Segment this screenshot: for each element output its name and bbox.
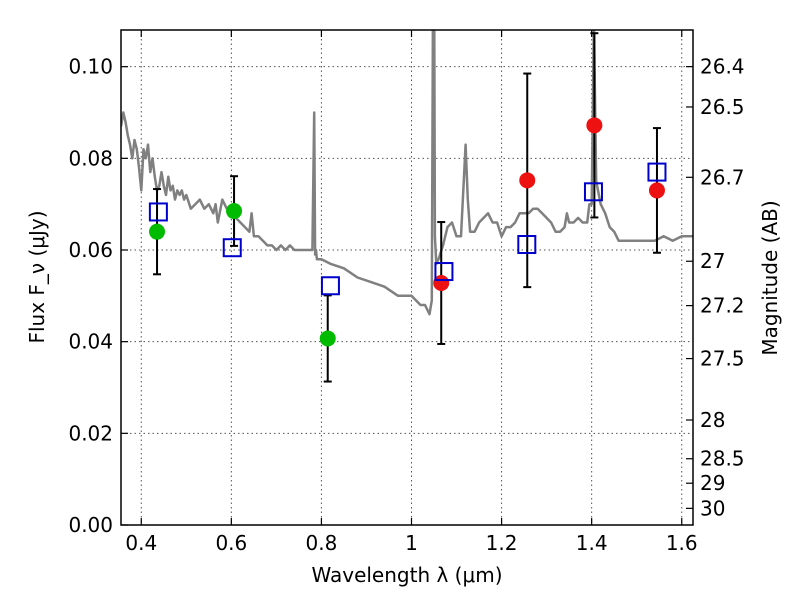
x-tick-label: 1.6 [666,531,698,555]
x-tick-label: 1 [405,531,418,555]
mag-tick-label: 26.4 [700,55,745,79]
mag-tick-label: 27.2 [700,294,745,318]
mag-tick-label: 28 [700,408,725,432]
observed-optical-points [149,203,336,347]
observed-nir-point [586,117,603,134]
mag-tick-label: 30 [700,496,725,520]
mag-tick-label: 26.5 [700,95,745,119]
y-tick-label: 0.06 [68,238,113,262]
mag-tick-label: 26.7 [700,165,745,189]
y-tick-label: 0.04 [68,330,113,354]
y2-axis-label: Magnitude (AB) [758,200,782,355]
x-tick-label: 0.6 [215,531,247,555]
observed-nir-point [519,172,536,189]
observed-nir-point [433,275,450,291]
model-spectrum-line [121,30,693,316]
grid-lines [121,30,693,526]
mag-tick-label: 29 [700,471,725,495]
x-tick-label: 1.2 [486,531,518,555]
model-photometry-square [320,276,340,296]
observed-optical-point [319,330,336,347]
model-photometry-square [517,235,537,254]
y-tick-label: 0.02 [68,421,113,445]
x-axis-label: Wavelength λ (μm) [311,563,502,587]
model-photometry-points [148,162,667,296]
mag-tick-label: 27.5 [700,347,745,371]
x-tick-label: 1.4 [576,531,608,555]
observed-nir-points [433,117,665,291]
mag-tick-label: 28.5 [700,447,745,471]
observed-nir-point [648,182,665,199]
model-photometry-square [148,202,168,222]
model-photometry-square [434,262,454,282]
observed-optical-point [226,203,243,220]
model-photometry-square [647,162,667,182]
x-tick-label: 0.8 [306,531,338,555]
plot-area [121,30,693,383]
model-photometry-square [583,182,603,202]
mag-tick-label: 27 [700,249,725,273]
observed-optical-point [149,223,166,240]
y-tick-label: 0.08 [68,146,113,170]
y-axis-label: Flux F_ν (μJy) [25,210,49,343]
y-tick-label: 0.00 [68,513,113,537]
plot-frame [120,29,694,526]
model-photometry-square [222,238,242,258]
x-tick-label: 0.4 [125,531,157,555]
y-tick-label: 0.10 [68,55,113,79]
axis-ticks: 0.4 0.6 0.8 1 1.2 1.4 1.6 0.00 0.02 0.04 0.06 0.08 0… [68,30,745,555]
